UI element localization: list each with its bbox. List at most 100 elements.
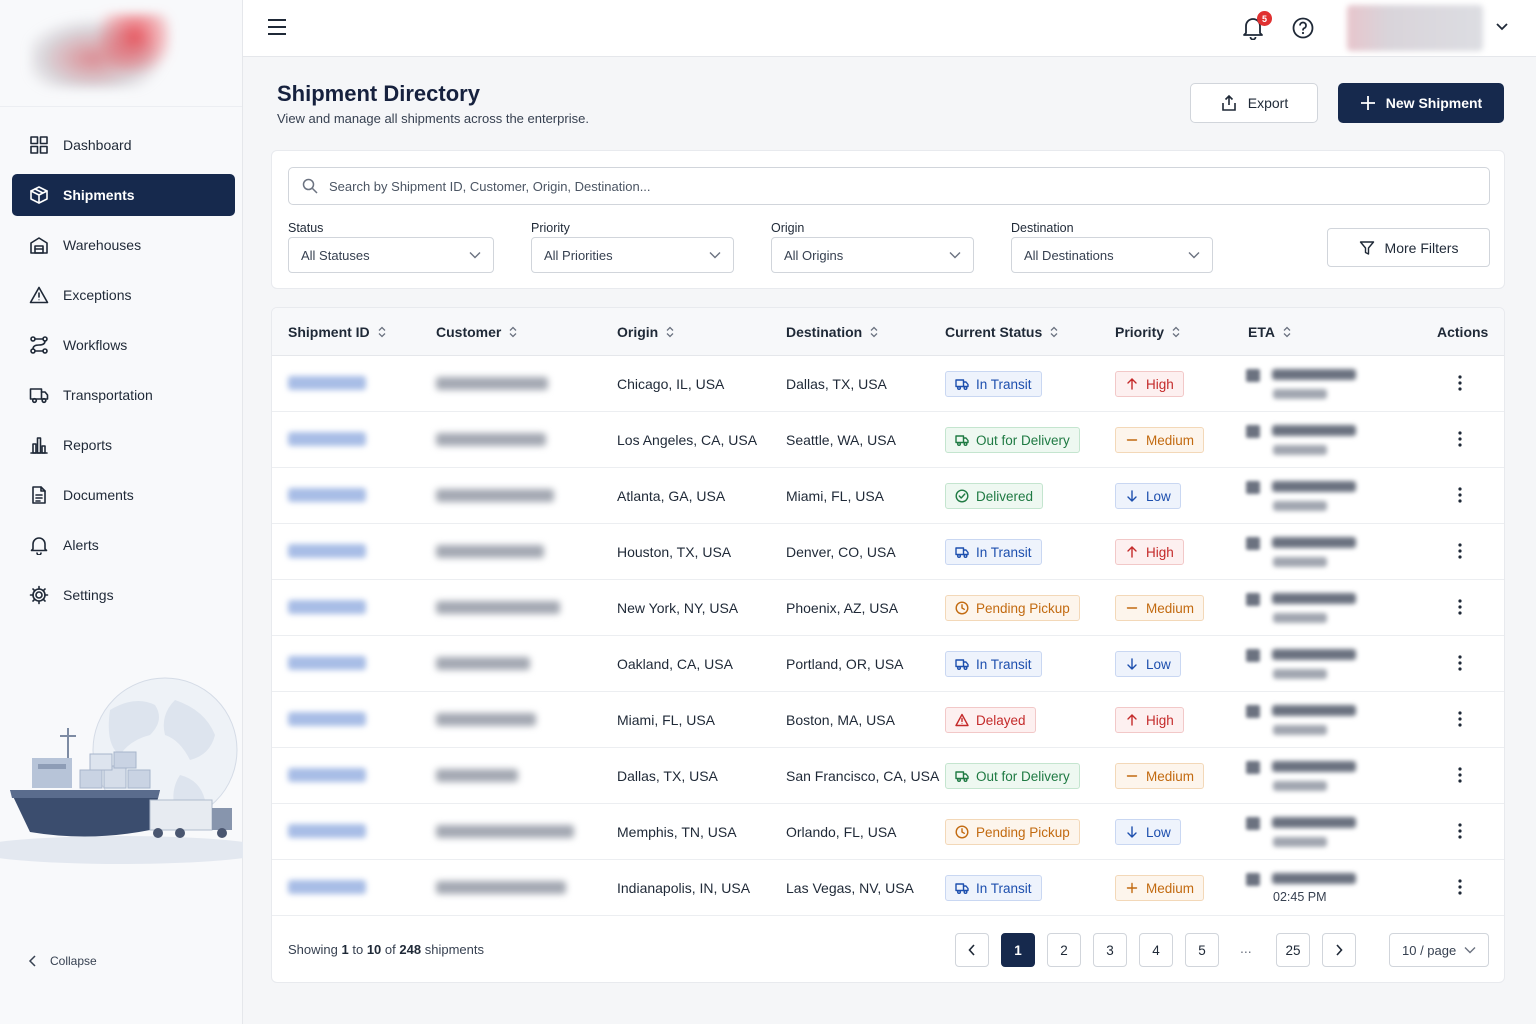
more-actions-icon[interactable]: [1452, 374, 1468, 392]
page-2-button[interactable]: 2: [1047, 933, 1081, 967]
more-actions-icon[interactable]: [1452, 542, 1468, 560]
shipment-id-redacted[interactable]: [288, 488, 366, 502]
column-header-current-status[interactable]: Current Status: [945, 324, 1058, 340]
more-actions-icon[interactable]: [1452, 766, 1468, 784]
arrow-up-icon: [1127, 378, 1137, 390]
notification-bell-icon[interactable]: [1242, 16, 1264, 40]
sidebar-item-warehouses[interactable]: Warehouses: [12, 224, 235, 266]
sidebar-item-settings[interactable]: Settings: [12, 574, 235, 616]
more-actions-icon[interactable]: [1452, 430, 1468, 448]
bar-chart-icon: [30, 437, 48, 454]
shipment-id-redacted[interactable]: [288, 712, 366, 726]
company-logo[interactable]: [30, 14, 170, 88]
search-box[interactable]: [288, 167, 1490, 205]
search-input[interactable]: [329, 178, 1429, 194]
shipment-id-redacted[interactable]: [288, 544, 366, 558]
collapse-button[interactable]: Collapse: [28, 954, 97, 968]
table-row[interactable]: Indianapolis, IN, USA Las Vegas, NV, USA…: [272, 860, 1504, 916]
minus-icon: [1126, 607, 1138, 609]
column-header-label: Origin: [617, 324, 659, 340]
arrow-down-icon: [1127, 490, 1137, 502]
arrow-down-icon: [1127, 658, 1137, 670]
shipment-id-redacted[interactable]: [288, 768, 366, 782]
shipment-id-redacted[interactable]: [288, 600, 366, 614]
prev-page-button[interactable]: [955, 933, 989, 967]
shipment-id-redacted[interactable]: [288, 656, 366, 670]
sidebar-item-workflows[interactable]: Workflows: [12, 324, 235, 366]
eta-time-redacted: [1273, 781, 1327, 791]
next-page-button[interactable]: [1322, 933, 1356, 967]
page-3-button[interactable]: 3: [1093, 933, 1127, 967]
page-5-button[interactable]: 5: [1185, 933, 1219, 967]
more-actions-icon[interactable]: [1452, 710, 1468, 728]
column-header-label: Priority: [1115, 324, 1165, 340]
truck-icon: [955, 379, 969, 390]
summary-from: 1: [341, 942, 349, 957]
help-icon[interactable]: [1292, 17, 1314, 39]
chevron-down-icon[interactable]: [1495, 22, 1509, 32]
page-1-button[interactable]: 1: [1001, 933, 1035, 967]
priority-label: High: [1146, 544, 1174, 560]
more-actions-icon[interactable]: [1452, 486, 1468, 504]
status-label: In Transit: [976, 880, 1032, 896]
calendar-icon: [1246, 425, 1260, 438]
sidebar-item-documents[interactable]: Documents: [12, 474, 235, 516]
destination-filter-label: Destination: [1011, 221, 1074, 235]
more-actions-icon[interactable]: [1452, 654, 1468, 672]
table-row[interactable]: Chicago, IL, USA Dallas, TX, USA In Tran…: [272, 356, 1504, 412]
sidebar-item-exceptions[interactable]: Exceptions: [12, 274, 235, 316]
shipment-id-redacted[interactable]: [288, 376, 366, 390]
destination-filter-select[interactable]: All Destinations: [1011, 237, 1213, 273]
last-page-button[interactable]: 25: [1276, 933, 1310, 967]
table-row[interactable]: Los Angeles, CA, USA Seattle, WA, USA Ou…: [272, 412, 1504, 468]
status-badge: Delivered: [945, 483, 1044, 509]
destination-cell: Portland, OR, USA: [786, 656, 904, 672]
table-row[interactable]: New York, NY, USA Phoenix, AZ, USA Pendi…: [272, 580, 1504, 636]
origin-cell: Houston, TX, USA: [617, 544, 732, 560]
column-header-origin[interactable]: Origin: [617, 324, 674, 340]
priority-filter-select[interactable]: All Priorities: [531, 237, 734, 273]
plus-icon: [1126, 882, 1138, 894]
column-header-priority[interactable]: Priority: [1115, 324, 1180, 340]
origin-cell: Dallas, TX, USA: [617, 768, 718, 784]
new-shipment-button[interactable]: New Shipment: [1338, 83, 1504, 123]
sidebar-item-alerts[interactable]: Alerts: [12, 524, 235, 566]
shipment-id-redacted[interactable]: [288, 880, 366, 894]
user-avatar[interactable]: [1347, 5, 1483, 51]
shipment-id-redacted[interactable]: [288, 824, 366, 838]
origin-cell: Oakland, CA, USA: [617, 656, 733, 672]
origin-filter-select[interactable]: All Origins: [771, 237, 974, 273]
more-actions-icon[interactable]: [1452, 878, 1468, 896]
column-header-destination[interactable]: Destination: [786, 324, 878, 340]
table-row[interactable]: Atlanta, GA, USA Miami, FL, USA Delivere…: [272, 468, 1504, 524]
sidebar-item-label: Shipments: [63, 187, 135, 203]
per-page-select[interactable]: 10 / page: [1389, 933, 1489, 967]
sidebar-item-transportation[interactable]: Transportation: [12, 374, 235, 416]
sidebar-item-reports[interactable]: Reports: [12, 424, 235, 466]
hamburger-menu-icon[interactable]: [267, 18, 287, 36]
more-filters-button[interactable]: More Filters: [1327, 228, 1490, 267]
table-row[interactable]: Memphis, TN, USA Orlando, FL, USA Pendin…: [272, 804, 1504, 860]
shipment-id-redacted[interactable]: [288, 432, 366, 446]
column-header-customer[interactable]: Customer: [436, 324, 517, 340]
sidebar-item-shipments[interactable]: Shipments: [12, 174, 235, 216]
calendar-icon: [1246, 593, 1260, 606]
export-label: Export: [1247, 95, 1289, 111]
table-row[interactable]: Miami, FL, USA Boston, MA, USA Delayed H…: [272, 692, 1504, 748]
more-actions-icon[interactable]: [1452, 822, 1468, 840]
origin-cell: Miami, FL, USA: [617, 712, 716, 728]
table-row[interactable]: Houston, TX, USA Denver, CO, USA In Tran…: [272, 524, 1504, 580]
table-row[interactable]: Oakland, CA, USA Portland, OR, USA In Tr…: [272, 636, 1504, 692]
sidebar-item-dashboard[interactable]: Dashboard: [12, 124, 235, 166]
check-circle-icon: [955, 489, 969, 503]
column-header-eta[interactable]: ETA: [1248, 324, 1291, 340]
table-row[interactable]: Dallas, TX, USA San Francisco, CA, USA O…: [272, 748, 1504, 804]
warehouse-icon: [30, 237, 48, 254]
page-4-button[interactable]: 4: [1139, 933, 1173, 967]
more-actions-icon[interactable]: [1452, 598, 1468, 616]
priority-label: Low: [1146, 824, 1171, 840]
status-label: Out for Delivery: [976, 768, 1070, 784]
status-filter-select[interactable]: All Statuses: [288, 237, 494, 273]
column-header-shipment-id[interactable]: Shipment ID: [288, 324, 386, 340]
export-button[interactable]: Export: [1190, 83, 1318, 123]
